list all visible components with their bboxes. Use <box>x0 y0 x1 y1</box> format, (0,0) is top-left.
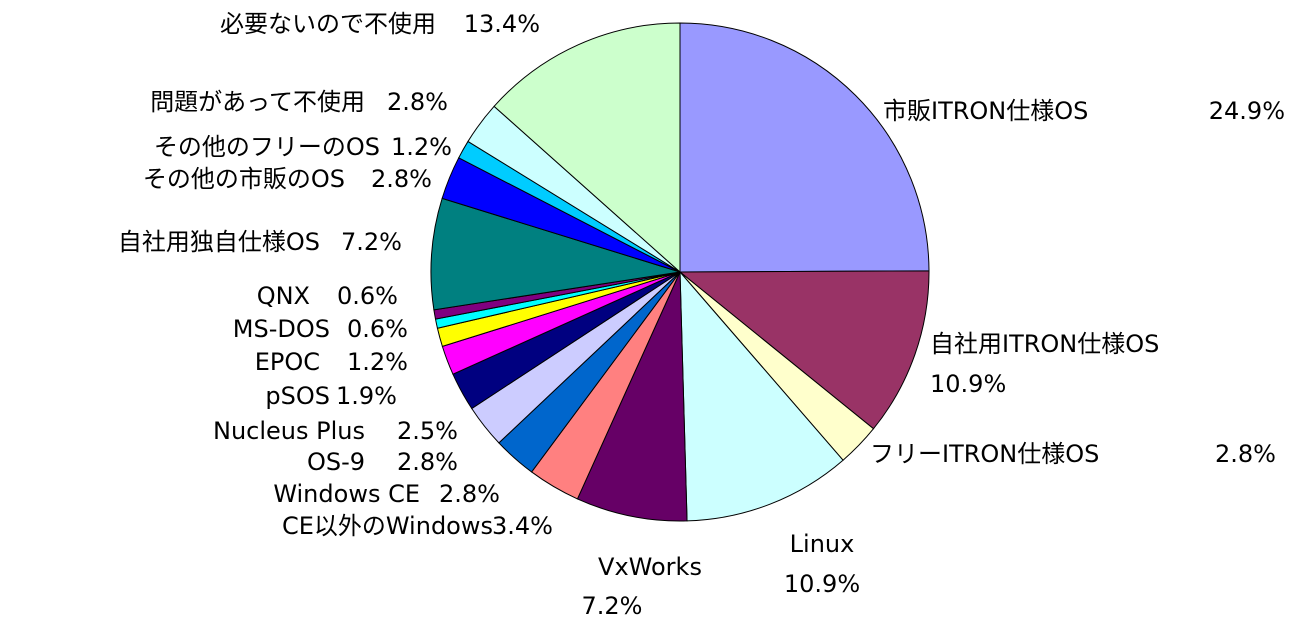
value-label: 2.8% <box>371 165 432 193</box>
slice-label: EPOC <box>255 348 320 376</box>
slice-label: OS-9 <box>307 448 365 476</box>
slice-label: pSOS <box>265 382 330 410</box>
value-label: 1.9% <box>336 382 397 410</box>
slice-label: Windows CE <box>273 480 420 508</box>
slice-label: フリーITRON仕様OS <box>870 440 1099 468</box>
slice-label: 問題があって不使用 <box>150 88 365 116</box>
value-label: 0.6% <box>337 282 398 310</box>
value-label: 13.4% <box>464 10 540 38</box>
pie-slice <box>576 271 688 522</box>
pie-slice <box>678 270 930 430</box>
value-label: 24.9% <box>1209 97 1285 125</box>
value-label: 1.2% <box>391 133 452 161</box>
value-label: 0.6% <box>347 315 408 343</box>
slice-label: 必要ないので不使用 <box>220 10 436 38</box>
slice-label: QNX <box>257 282 310 310</box>
slice-label: その他の市販のOS <box>143 165 345 193</box>
value-label: 7.2% <box>341 228 402 256</box>
value-label: 10.9% <box>930 370 1006 398</box>
pie-slice <box>679 270 844 522</box>
value-label: 1.2% <box>347 348 408 376</box>
value-label: 2.5% <box>397 417 458 445</box>
value-label: 2.8% <box>387 88 448 116</box>
pie-slice <box>679 22 930 273</box>
slice-label: CE以外のWindows <box>282 512 493 540</box>
slice-label: 市販ITRON仕様OS <box>883 97 1088 125</box>
slice-label: 自社用独自仕様OS <box>118 228 320 256</box>
slice-label: MS-DOS <box>233 315 330 343</box>
slice-label: その他のフリーのOS <box>154 133 380 161</box>
value-label: 2.8% <box>439 480 500 508</box>
pie-slice <box>493 22 681 274</box>
pie-slice <box>430 197 681 311</box>
value-label: 10.9% <box>784 570 860 598</box>
value-label: 7.2% <box>582 592 643 620</box>
value-label: 3.4% <box>492 512 553 540</box>
slice-label: 自社用ITRON仕様OS <box>930 330 1159 358</box>
value-label: 2.8% <box>1215 440 1276 468</box>
slice-label: Linux <box>790 530 855 558</box>
slice-label: Nucleus Plus <box>213 417 365 445</box>
slice-label: VxWorks <box>598 553 702 581</box>
value-label: 2.8% <box>397 448 458 476</box>
